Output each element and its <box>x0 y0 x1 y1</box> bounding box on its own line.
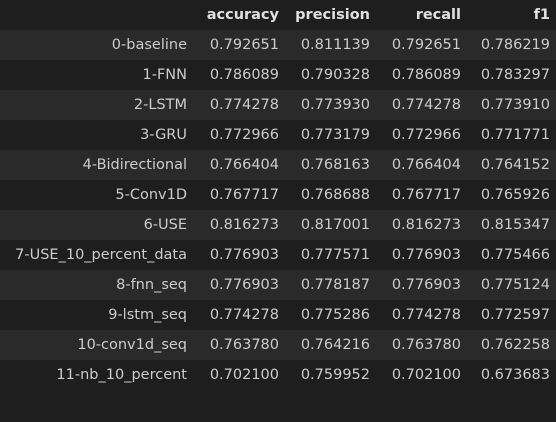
cell-precision: 0.775286 <box>300 307 370 323</box>
cell-f1: 0.775466 <box>480 247 550 263</box>
column-header-recall: recall <box>415 7 461 23</box>
cell-precision: 0.764216 <box>300 337 370 353</box>
table-row: 2-LSTM 0.774278 0.773930 0.774278 0.773910 <box>0 90 556 120</box>
table-row: 7-USE_10_percent_data 0.776903 0.777571 0.7… <box>0 240 556 270</box>
cell-accuracy: 0.702100 <box>209 367 279 383</box>
cell-precision: 0.773179 <box>300 127 370 143</box>
column-header-precision: precision <box>295 7 370 23</box>
cell-f1: 0.815347 <box>480 217 550 233</box>
table-row: 6-USE 0.816273 0.817001 0.816273 0.815347 <box>0 210 556 240</box>
table-body: 0-baseline 0.792651 0.811139 0.792651 0.7862… <box>0 30 556 390</box>
row-index-label: 11-nb_10_percent <box>56 367 187 383</box>
table-row: 10-conv1d_seq 0.763780 0.764216 0.763780 0.7… <box>0 330 556 360</box>
cell-precision: 0.773930 <box>300 97 370 113</box>
row-index-label: 1-FNN <box>142 67 188 83</box>
cell-recall: 0.816273 <box>391 217 461 233</box>
header-row: accuracy precision recall f1 <box>0 0 556 30</box>
table-header: accuracy precision recall f1 <box>0 0 556 30</box>
row-index-label: 0-baseline <box>111 37 187 53</box>
table-row: 0-baseline 0.792651 0.811139 0.792651 0.7862… <box>0 30 556 60</box>
row-index-label: 9-lstm_seq <box>108 307 187 323</box>
cell-precision: 0.817001 <box>300 217 370 233</box>
table-row: 3-GRU 0.772966 0.773179 0.772966 0.771771 <box>0 120 556 150</box>
column-header-accuracy: accuracy <box>206 7 279 23</box>
row-index-label: 8-fnn_seq <box>116 277 187 293</box>
cell-f1: 0.772597 <box>480 307 550 323</box>
cell-recall: 0.766404 <box>391 157 461 173</box>
cell-recall: 0.767717 <box>391 187 461 203</box>
row-index-label: 7-USE_10_percent_data <box>15 247 187 263</box>
cell-recall: 0.702100 <box>391 367 461 383</box>
row-index-label: 5-Conv1D <box>115 187 187 203</box>
cell-precision: 0.811139 <box>300 37 370 53</box>
cell-accuracy: 0.786089 <box>209 67 279 83</box>
cell-f1: 0.765926 <box>480 187 550 203</box>
cell-recall: 0.772966 <box>391 127 461 143</box>
row-index-label: 2-LSTM <box>133 97 187 113</box>
cell-f1: 0.786219 <box>480 37 550 53</box>
cell-recall: 0.792651 <box>391 37 461 53</box>
cell-recall: 0.774278 <box>391 307 461 323</box>
table-row: 9-lstm_seq 0.774278 0.775286 0.774278 0.7725… <box>0 300 556 330</box>
table-row: 5-Conv1D 0.767717 0.768688 0.767717 0.765926 <box>0 180 556 210</box>
index-header <box>0 0 193 30</box>
table-row: 1-FNN 0.786089 0.790328 0.786089 0.783297 <box>0 60 556 90</box>
cell-accuracy: 0.774278 <box>209 97 279 113</box>
cell-precision: 0.759952 <box>300 367 370 383</box>
row-index-label: 10-conv1d_seq <box>77 337 187 353</box>
table-row: 8-fnn_seq 0.776903 0.778187 0.776903 0.77512… <box>0 270 556 300</box>
column-header-f1: f1 <box>533 7 550 23</box>
row-index-label: 6-USE <box>143 217 187 233</box>
row-index-label: 3-GRU <box>140 127 187 143</box>
cell-f1: 0.775124 <box>480 277 550 293</box>
results-table: accuracy precision recall f1 0-baseline 0… <box>0 0 556 390</box>
cell-recall: 0.786089 <box>391 67 461 83</box>
cell-f1: 0.773910 <box>480 97 550 113</box>
cell-recall: 0.776903 <box>391 277 461 293</box>
cell-precision: 0.790328 <box>300 67 370 83</box>
cell-accuracy: 0.776903 <box>209 247 279 263</box>
cell-accuracy: 0.763780 <box>209 337 279 353</box>
cell-f1: 0.764152 <box>480 157 550 173</box>
cell-accuracy: 0.774278 <box>209 307 279 323</box>
cell-accuracy: 0.792651 <box>209 37 279 53</box>
cell-f1: 0.673683 <box>480 367 550 383</box>
cell-precision: 0.768688 <box>300 187 370 203</box>
cell-accuracy: 0.766404 <box>209 157 279 173</box>
table-row: 11-nb_10_percent 0.702100 0.759952 0.702100… <box>0 360 556 390</box>
cell-recall: 0.774278 <box>391 97 461 113</box>
cell-precision: 0.778187 <box>300 277 370 293</box>
cell-accuracy: 0.767717 <box>209 187 279 203</box>
cell-accuracy: 0.816273 <box>209 217 279 233</box>
cell-precision: 0.768163 <box>300 157 370 173</box>
cell-precision: 0.777571 <box>300 247 370 263</box>
cell-recall: 0.763780 <box>391 337 461 353</box>
cell-f1: 0.771771 <box>480 127 550 143</box>
cell-recall: 0.776903 <box>391 247 461 263</box>
cell-accuracy: 0.776903 <box>209 277 279 293</box>
table-row: 4-Bidirectional 0.766404 0.768163 0.766404 0… <box>0 150 556 180</box>
row-index-label: 4-Bidirectional <box>82 157 187 173</box>
cell-f1: 0.762258 <box>480 337 550 353</box>
cell-f1: 0.783297 <box>480 67 550 83</box>
cell-accuracy: 0.772966 <box>209 127 279 143</box>
